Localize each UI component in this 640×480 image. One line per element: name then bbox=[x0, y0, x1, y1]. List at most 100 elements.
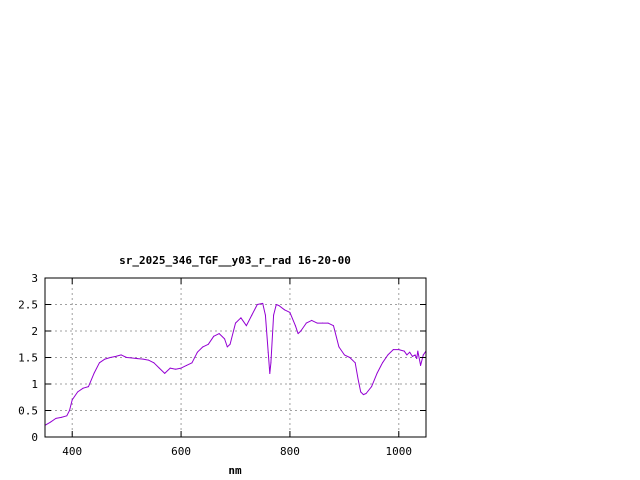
data-point bbox=[131, 357, 133, 359]
grid bbox=[45, 278, 426, 437]
data-point bbox=[300, 330, 302, 332]
data-point bbox=[305, 322, 307, 324]
data-point bbox=[235, 322, 236, 324]
data-point bbox=[376, 372, 378, 374]
data-point bbox=[316, 322, 318, 324]
data-point bbox=[169, 367, 171, 369]
data-point bbox=[275, 304, 277, 305]
data-point bbox=[262, 302, 264, 304]
y-tick-label: 2 bbox=[31, 325, 38, 338]
data-point bbox=[49, 421, 51, 423]
data-point bbox=[126, 357, 128, 358]
data-point bbox=[414, 354, 416, 356]
data-point bbox=[311, 319, 313, 321]
data-point bbox=[403, 350, 405, 352]
data-point bbox=[251, 314, 253, 316]
data-point bbox=[180, 367, 182, 369]
data-point bbox=[387, 354, 389, 356]
data-point bbox=[137, 358, 139, 360]
data-point bbox=[88, 386, 90, 388]
data-point bbox=[82, 387, 84, 389]
data-point bbox=[245, 325, 247, 327]
data-point bbox=[409, 351, 411, 353]
data-point bbox=[71, 399, 73, 401]
data-point bbox=[147, 359, 149, 361]
data-point bbox=[55, 417, 57, 419]
data-point bbox=[283, 309, 285, 311]
data-point bbox=[109, 357, 111, 358]
data-point bbox=[267, 351, 269, 353]
y-tick-label: 2.5 bbox=[18, 299, 38, 312]
data-point bbox=[224, 338, 226, 340]
data-point bbox=[294, 325, 296, 327]
y-tick-label: 3 bbox=[31, 272, 38, 285]
y-tick-label: 1.5 bbox=[18, 352, 38, 365]
data-point bbox=[278, 305, 280, 307]
data-point bbox=[98, 362, 100, 364]
data-point bbox=[392, 349, 394, 351]
data-point bbox=[218, 333, 220, 335]
y-tick-label: 0.5 bbox=[18, 405, 38, 418]
data-point bbox=[264, 314, 266, 316]
data-point bbox=[115, 355, 117, 357]
data-point bbox=[104, 358, 106, 360]
series-layer bbox=[44, 302, 427, 426]
data-point bbox=[226, 346, 228, 348]
data-point bbox=[120, 354, 122, 356]
data-point bbox=[175, 368, 177, 370]
data-point bbox=[357, 378, 359, 380]
data-point bbox=[207, 343, 209, 345]
y-tick-label: 1 bbox=[31, 378, 38, 391]
data-point bbox=[142, 358, 144, 360]
data-point bbox=[354, 362, 356, 364]
x-tick-label: 800 bbox=[280, 445, 300, 458]
data-point bbox=[417, 350, 419, 352]
data-point bbox=[297, 333, 299, 335]
data-point bbox=[327, 322, 329, 324]
data-point bbox=[411, 355, 413, 357]
data-point bbox=[343, 354, 345, 356]
data-point bbox=[269, 372, 271, 374]
data-point bbox=[191, 362, 193, 364]
chart-title: sr_2025_346_TGF__y03_r_rad 16-20-00 bbox=[119, 254, 351, 267]
data-point bbox=[153, 362, 155, 364]
data-point bbox=[371, 386, 373, 388]
data-point bbox=[360, 391, 362, 393]
data-point bbox=[398, 349, 400, 351]
data-point bbox=[158, 367, 160, 369]
x-tick-label: 1000 bbox=[386, 445, 413, 458]
data-point bbox=[256, 304, 258, 305]
y-tick-label: 0 bbox=[31, 431, 38, 444]
data-point bbox=[349, 357, 351, 358]
data-point bbox=[77, 391, 79, 393]
data-point bbox=[60, 416, 62, 418]
data-point bbox=[202, 346, 204, 348]
ticks: 0 0.5 1 1.5 2 2.5 3 400 600 800 1000 bbox=[18, 272, 426, 458]
data-point bbox=[196, 351, 198, 353]
x-axis-title: nm bbox=[228, 464, 242, 477]
data-point bbox=[332, 325, 334, 327]
data-point bbox=[381, 362, 383, 364]
data-point bbox=[186, 364, 188, 366]
data-point bbox=[213, 335, 215, 337]
data-point bbox=[362, 394, 364, 396]
data-point bbox=[416, 358, 418, 360]
data-point bbox=[93, 372, 95, 374]
data-point bbox=[66, 415, 68, 417]
x-tick-label: 600 bbox=[171, 445, 191, 458]
data-point bbox=[273, 314, 275, 316]
data-point bbox=[289, 311, 291, 313]
data-point bbox=[338, 346, 340, 348]
data-point bbox=[406, 354, 408, 356]
data-point bbox=[164, 372, 166, 374]
data-point bbox=[240, 317, 242, 319]
data-point bbox=[365, 393, 367, 395]
series-line bbox=[44, 302, 427, 426]
data-point bbox=[68, 410, 70, 411]
data-point bbox=[322, 322, 324, 324]
data-point bbox=[422, 354, 424, 356]
data-point bbox=[229, 343, 231, 345]
x-tick-label: 400 bbox=[62, 445, 82, 458]
data-point bbox=[270, 362, 272, 364]
